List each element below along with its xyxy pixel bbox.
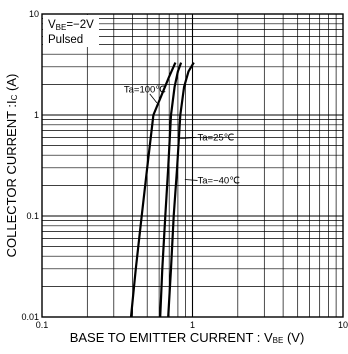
leader-line <box>184 179 198 181</box>
leader-line <box>149 93 158 104</box>
y-tick-label: 0.01 <box>21 312 39 322</box>
chart-curves <box>129 62 198 318</box>
y-tick-label: 10 <box>29 9 39 19</box>
y-tick-labels: 10 1 0.1 0.01 <box>21 9 39 322</box>
leader-line <box>177 137 197 140</box>
x-tick-label: 1 <box>190 320 195 330</box>
curve-ta25 <box>159 62 183 318</box>
x-axis-label: BASE TO EMITTER CURRENT : VBE (V) <box>70 330 305 345</box>
conditions-box: VBE=−2V Pulsed <box>43 15 99 47</box>
series-labels: Ta=100℃ Ta=25℃ Ta=−40℃ <box>124 84 240 186</box>
series-label-ta25: Ta=25℃ <box>198 132 235 143</box>
curve-ta-40 <box>167 62 195 318</box>
chart-grid <box>42 14 343 317</box>
y-tick-label: 0.1 <box>26 211 39 221</box>
conditions-background <box>43 15 99 47</box>
series-label-ta100: Ta=100℃ <box>124 84 166 95</box>
curve-ta100 <box>129 62 177 318</box>
y-tick-label: 1 <box>34 110 39 120</box>
x-tick-label: 10 <box>338 320 348 330</box>
y-axis-label: COLLECTOR CURRENT :IC (A) <box>4 74 19 258</box>
condition-pulsed: Pulsed <box>48 34 83 46</box>
condition-vbe: VBE=−2V <box>48 19 94 32</box>
x-tick-labels: 0.1 1 10 <box>36 320 348 330</box>
series-label-ta-40: Ta=−40℃ <box>198 175 241 186</box>
x-tick-label: 0.1 <box>36 320 49 330</box>
plot-frame <box>41 13 344 318</box>
